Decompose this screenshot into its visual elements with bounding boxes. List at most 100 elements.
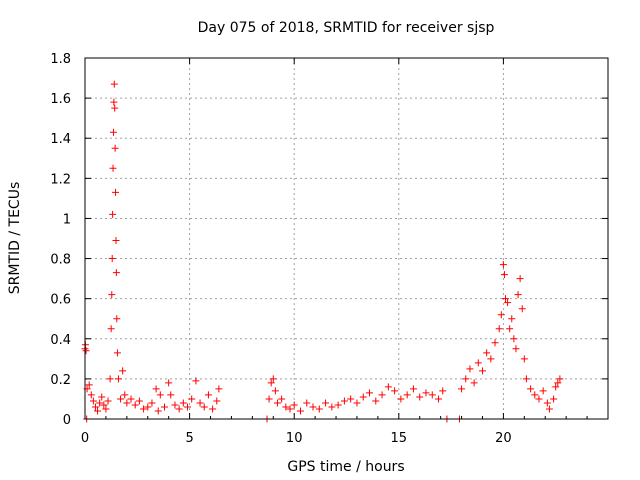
data-point bbox=[290, 401, 298, 409]
data-point bbox=[111, 104, 119, 112]
data-point bbox=[487, 355, 495, 363]
data-point bbox=[112, 188, 120, 196]
data-point bbox=[196, 399, 204, 407]
data-points bbox=[81, 80, 564, 423]
data-point bbox=[552, 383, 560, 391]
x-tick-label: 10 bbox=[286, 431, 303, 446]
data-point bbox=[192, 377, 200, 385]
data-point bbox=[131, 401, 139, 409]
y-axis-label: SRMTID / TECUs bbox=[7, 182, 23, 295]
data-point bbox=[508, 315, 516, 323]
data-point bbox=[112, 237, 120, 245]
data-point bbox=[140, 405, 148, 413]
data-point bbox=[497, 311, 505, 319]
y-tick-label: 0.4 bbox=[50, 333, 71, 348]
x-tick-label: 0 bbox=[81, 431, 89, 446]
data-point bbox=[200, 403, 208, 411]
data-point bbox=[271, 387, 279, 395]
plot-frame bbox=[84, 57, 609, 420]
data-point bbox=[512, 345, 520, 353]
data-point bbox=[309, 403, 317, 411]
data-point bbox=[156, 391, 164, 399]
data-point bbox=[269, 375, 277, 383]
data-point bbox=[107, 325, 115, 333]
data-point bbox=[384, 383, 392, 391]
data-point bbox=[501, 295, 509, 303]
y-tick-label: 1.2 bbox=[50, 172, 71, 187]
data-point bbox=[82, 347, 90, 355]
data-point bbox=[135, 397, 143, 405]
data-point bbox=[334, 401, 342, 409]
data-point bbox=[353, 399, 361, 407]
tick-labels: 0 0.2 0.4 0.6 0.8 1 1.2 1.4 1.6 1.8 0 5 10 15 20 bbox=[50, 52, 511, 446]
y-tick-label: 0.2 bbox=[50, 373, 71, 388]
data-point bbox=[89, 397, 97, 405]
data-point bbox=[328, 403, 336, 411]
data-point bbox=[416, 393, 424, 401]
data-point bbox=[108, 255, 116, 263]
data-point bbox=[213, 397, 221, 405]
data-point bbox=[499, 261, 507, 269]
y-tick-label: 1.4 bbox=[50, 132, 71, 147]
data-point bbox=[273, 399, 281, 407]
data-point bbox=[106, 375, 114, 383]
data-point bbox=[204, 391, 212, 399]
data-point bbox=[152, 385, 160, 393]
data-point bbox=[550, 395, 558, 403]
data-point bbox=[144, 403, 152, 411]
data-point bbox=[112, 269, 120, 277]
data-point bbox=[470, 379, 478, 387]
x-tick-label: 5 bbox=[185, 431, 193, 446]
data-point bbox=[154, 407, 162, 415]
data-point bbox=[554, 379, 562, 387]
data-point bbox=[500, 271, 508, 279]
data-point bbox=[539, 387, 547, 395]
data-point bbox=[296, 407, 304, 415]
data-point bbox=[397, 395, 405, 403]
data-point bbox=[111, 144, 119, 152]
data-point bbox=[504, 299, 512, 307]
data-point bbox=[391, 387, 399, 395]
data-point bbox=[510, 335, 518, 343]
x-axis-label: GPS time / hours bbox=[287, 459, 404, 475]
data-point bbox=[506, 325, 514, 333]
data-point bbox=[267, 379, 275, 387]
data-point bbox=[347, 395, 355, 403]
x-tick-label: 15 bbox=[391, 431, 408, 446]
data-point bbox=[102, 405, 110, 413]
x-tick-label: 20 bbox=[495, 431, 512, 446]
data-point bbox=[403, 391, 411, 399]
data-point bbox=[121, 391, 129, 399]
data-point bbox=[378, 391, 386, 399]
data-point bbox=[110, 98, 118, 106]
data-point bbox=[535, 395, 543, 403]
data-point bbox=[478, 367, 486, 375]
data-point bbox=[286, 405, 294, 413]
data-point bbox=[113, 349, 121, 357]
y-tick-label: 0.6 bbox=[50, 293, 71, 308]
data-point bbox=[119, 367, 127, 375]
data-point bbox=[322, 399, 330, 407]
grid-lines bbox=[85, 58, 608, 419]
data-point bbox=[522, 375, 530, 383]
data-point bbox=[160, 403, 168, 411]
data-point bbox=[278, 395, 286, 403]
data-point bbox=[96, 399, 104, 407]
data-point bbox=[108, 291, 116, 299]
data-point bbox=[315, 405, 323, 413]
data-point bbox=[265, 395, 273, 403]
data-point bbox=[422, 389, 430, 397]
data-point bbox=[491, 339, 499, 347]
data-point bbox=[109, 128, 117, 136]
data-point bbox=[175, 405, 183, 413]
data-point bbox=[184, 403, 192, 411]
data-point bbox=[516, 275, 524, 283]
data-point bbox=[458, 385, 466, 393]
data-point bbox=[179, 399, 187, 407]
data-point bbox=[514, 291, 522, 299]
data-point bbox=[98, 393, 106, 401]
y-tick-label: 1 bbox=[63, 212, 71, 227]
data-point bbox=[466, 365, 474, 373]
data-point bbox=[527, 385, 535, 393]
